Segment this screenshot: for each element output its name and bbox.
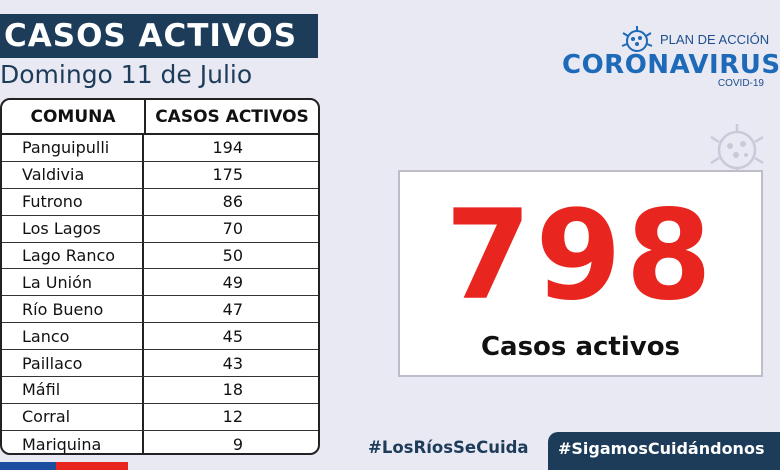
table-row: Río Bueno 47 — [2, 296, 318, 324]
flag-stripe-blue — [0, 462, 56, 470]
comuna-cell: Corral — [2, 403, 144, 430]
logo-coronavirus-text: CORONAVIRUS — [562, 50, 780, 80]
page-title: CASOS ACTIVOS — [0, 14, 318, 58]
comuna-cell: Paillaco — [2, 350, 144, 377]
table-row: Lago Ranco 50 — [2, 242, 318, 270]
table-row: Lanco 45 — [2, 323, 318, 351]
casos-cell: 49 — [222, 272, 243, 292]
comuna-cell: Máfil — [2, 377, 144, 403]
table-header: COMUNA CASOS ACTIVOS — [2, 100, 318, 135]
flag-stripe-red — [56, 462, 128, 470]
table-row: Corral 12 — [2, 403, 318, 431]
casos-cell: 45 — [222, 326, 243, 346]
table-row: Los Lagos 70 — [2, 215, 318, 243]
comuna-cell: Futrono — [2, 188, 144, 215]
virus-decoration-icon — [710, 124, 764, 175]
comuna-cell: Valdivia — [2, 161, 144, 188]
comuna-cell: La Unión — [2, 269, 144, 296]
table-row: Futrono 86 — [2, 188, 318, 216]
table-row: Panguipulli 194 — [2, 135, 318, 162]
total-active-cases: 798 — [445, 184, 716, 328]
table-row: Mariquina 9 — [2, 430, 318, 454]
comuna-cell: Río Bueno — [2, 296, 144, 323]
column-header-casos: CASOS ACTIVOS — [155, 106, 309, 127]
table-row: Valdivia 175 — [2, 161, 318, 189]
hashtag-sigamos: #SigamosCuidándonos — [548, 432, 780, 470]
comuna-cell: Mariquina — [2, 430, 144, 453]
comuna-cell: Lago Ranco — [2, 242, 144, 269]
total-cases-card: 798 Casos activos — [398, 170, 763, 377]
comuna-cell: Los Lagos — [2, 215, 144, 242]
casos-cell: 194 — [212, 138, 243, 158]
casos-cell: 50 — [222, 246, 243, 265]
total-cases-label: Casos activos — [480, 332, 681, 362]
casos-cell: 12 — [222, 407, 243, 427]
casos-cell: 47 — [222, 299, 243, 319]
logo-covid-text: COVID-19 — [717, 78, 764, 89]
hashtag-los-rios: #LosRíosSeCuida — [368, 438, 529, 457]
casos-cell: 175 — [212, 165, 243, 185]
casos-cell: 86 — [222, 192, 243, 212]
logo-plan-text: PLAN DE ACCIÓN — [660, 32, 770, 47]
casos-cell: 70 — [222, 219, 243, 239]
column-header-comuna: COMUNA — [2, 100, 146, 133]
table-row: Paillaco 43 — [2, 350, 318, 378]
table-row: La Unión 49 — [2, 269, 318, 297]
report-date: Domingo 11 de Julio — [0, 60, 253, 89]
table-body: Panguipulli 194 Valdivia 175 Futrono 86 Los La… — [2, 135, 318, 454]
comuna-cell: Panguipulli — [2, 135, 144, 161]
casos-cell: 18 — [222, 380, 243, 400]
virus-icon — [621, 26, 653, 52]
comuna-cell: Lanco — [2, 323, 144, 350]
casos-cell: 43 — [222, 353, 243, 373]
casos-cell: 9 — [232, 434, 243, 454]
cases-table: COMUNA CASOS ACTIVOS Panguipulli 194 Valdi… — [0, 98, 320, 455]
table-row: Máfil 18 — [2, 377, 318, 404]
plan-coronavirus-logo: PLAN DE ACCIÓN CORONAVIRUS COVID-19 — [560, 24, 780, 90]
